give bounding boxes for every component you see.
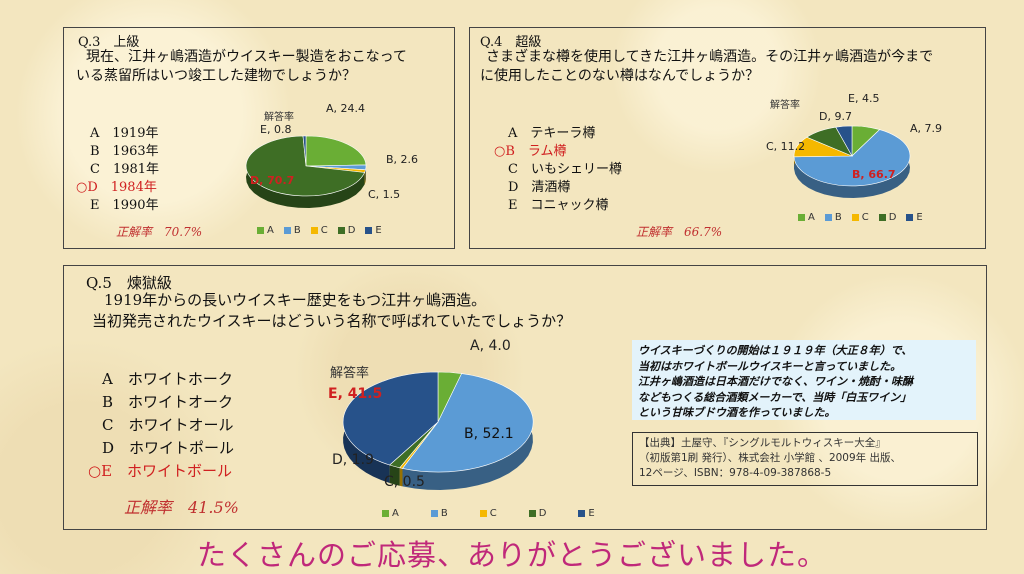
- q5-panel: Q.5 煉獄級 1919年からの長いウイスキー歴史をもつ江井ヶ嶋酒造。 当初発売…: [63, 265, 987, 530]
- q4-option-d: D 清酒樽: [508, 180, 571, 195]
- pie-slice-b: [793, 129, 911, 187]
- pie-slice-e: [835, 125, 853, 158]
- legend-item: B: [430, 508, 448, 519]
- q3-label-c: C, 1.5: [368, 188, 401, 201]
- q5-title: Q.5 煉獄級: [86, 274, 172, 292]
- pie-slice-b: [401, 373, 534, 473]
- q4-label-a: A, 7.9: [910, 122, 943, 135]
- info-note-line: などもつくる総合酒類メーカーで、当時「白玉ワイン」: [638, 390, 912, 404]
- q3-option-c: C 1981年: [90, 162, 160, 177]
- q5-option-d: D ホワイトポール: [102, 439, 235, 457]
- q3-chart-title: 解答率: [264, 112, 294, 123]
- q4-panel: Q.4 超級 さまざまな樽を使用してきた江井ヶ嶋酒造。その江井ヶ嶋酒造が今まで …: [469, 27, 986, 249]
- q4-question-line: さまざまな樽を使用してきた江井ヶ嶋酒造。その江井ヶ嶋酒造が今まで: [486, 49, 934, 65]
- pie-slice-side-c: [364, 169, 366, 185]
- thanks-footer: たくさんのご応募、ありがとうございました。: [196, 538, 827, 572]
- legend-item: A: [798, 212, 815, 223]
- info-note-line: 当初はホワイトボールウイスキーと言っていました。: [638, 359, 902, 373]
- q5-question-line: 当初発売されたウイスキーはどういう名称で呼ばれていたでしょうか？: [92, 312, 572, 330]
- q3-question-line: 現在、江井ヶ嶋酒造がウイスキー製造をおこなって: [86, 49, 407, 65]
- q3-option-d-correct: ○D 1984年: [76, 180, 157, 195]
- legend-item: D: [337, 225, 355, 236]
- q5-question-line: 1919年からの長いウイスキー歴史をもつ江井ヶ嶋酒造。: [104, 291, 487, 309]
- q3-legend: A B C D E: [257, 225, 382, 236]
- q4-question-line: に使用したことのない樽はなんでしょうか？: [480, 68, 760, 84]
- q3-option-a: A 1919年: [90, 126, 159, 141]
- q5-label-b: B, 52.1: [464, 426, 514, 442]
- info-note-line: という甘味ブドウ酒を作っていました。: [638, 406, 836, 419]
- q4-option-c: C いもシェリー樽: [508, 162, 622, 177]
- q4-label-e: E, 4.5: [848, 92, 880, 105]
- q3-correct-rate: 正解率 70.7%: [116, 225, 203, 239]
- info-note-line: ウイスキーづくりの開始は１９１９年（大正８年）で、: [638, 344, 913, 357]
- q4-option-b-correct: ○B ラム樽: [494, 144, 567, 159]
- q5-label-a: A, 4.0: [470, 338, 511, 354]
- q5-legend: A B C D E: [382, 508, 595, 519]
- q3-question: 現在、江井ヶ嶋酒造がウイスキー製造をおこなって いる蒸留所はいつ竣工した建物でし…: [76, 48, 407, 86]
- q3-label-b: B, 2.6: [386, 153, 419, 166]
- q5-option-a: A ホワイトホーク: [102, 370, 233, 388]
- legend-item: A: [382, 508, 399, 519]
- legend-item: E: [365, 225, 382, 236]
- pie-slice-d: [245, 135, 366, 197]
- pie-slice-a: [305, 135, 367, 167]
- legend-item: A: [257, 225, 274, 236]
- q5-chart-title: 解答率: [330, 366, 370, 381]
- q5-option-b: B ホワイトオーク: [102, 393, 234, 411]
- pie-slice-e: [342, 371, 439, 466]
- q5-pie-chart: [342, 371, 534, 490]
- q3-option-b: B 1963年: [90, 144, 159, 159]
- pie-slice-side-c: [399, 467, 403, 487]
- q4-label-c: C, 11.2: [766, 140, 806, 153]
- q5-option-c: C ホワイトオール: [102, 416, 234, 434]
- q4-label-b: B, 66.7: [852, 168, 896, 181]
- source-line: 【出典】土屋守、『シングルモルトウィスキー大全』: [639, 437, 886, 449]
- q4-option-e: E コニャック樽: [508, 198, 609, 213]
- q4-chart-title: 解答率: [770, 100, 800, 111]
- info-note-line: 江井ヶ嶋酒造は日本酒だけでなく、ワイン・焼酎・味醂: [638, 375, 913, 388]
- legend-item: B: [824, 212, 842, 223]
- legend-item: D: [878, 212, 896, 223]
- pie-slice-e: [302, 135, 307, 167]
- source-line: （初版第1刷 発行）、株式会社 小学館 、2009年 出版、: [639, 452, 902, 464]
- q4-legend: A B C D E: [798, 212, 923, 223]
- q3-pie-chart: [245, 135, 367, 208]
- q5-label-e: E, 41.5: [328, 386, 383, 402]
- source-box: 【出典】土屋守、『シングルモルトウィスキー大全』 （初版第1刷 発行）、株式会社…: [632, 432, 978, 486]
- q5-correct-rate: 正解率 41.5%: [124, 498, 239, 517]
- legend-item: B: [283, 225, 301, 236]
- legend-item: C: [310, 225, 328, 236]
- legend-item: E: [906, 212, 923, 223]
- pie-slice-side-d: [389, 465, 400, 486]
- q5-label-d: D, 1.9: [332, 452, 374, 468]
- q3-label-a: A, 24.4: [326, 102, 366, 115]
- q4-correct-rate: 正解率 66.7%: [636, 225, 723, 239]
- q4-label-d: D, 9.7: [819, 110, 852, 123]
- legend-item: C: [851, 212, 869, 223]
- q4-question: さまざまな樽を使用してきた江井ヶ嶋酒造。その江井ヶ嶋酒造が今まで に使用したこと…: [480, 48, 934, 86]
- q4-title: Q.4 超級: [480, 35, 542, 50]
- q3-label-e: E, 0.8: [260, 123, 292, 136]
- pie-slice-side-b: [402, 373, 533, 490]
- q3-title: Q.3 上級: [78, 35, 140, 50]
- legend-item: E: [578, 508, 595, 519]
- legend-item: D: [528, 508, 546, 519]
- q4-option-a: A テキーラ樽: [508, 126, 596, 141]
- q3-question-line: いる蒸留所はいつ竣工した建物でしょうか？: [76, 68, 356, 84]
- source-line: 12ページ、ISBN：978-4-09-387868-5: [639, 467, 832, 479]
- q5-option-e-correct: ○E ホワイトボール: [88, 462, 233, 480]
- q5-label-c: C, 0.5: [384, 474, 425, 490]
- q3-label-d: D, 70.7: [250, 174, 295, 187]
- q3-panel: Q.3 上級 現在、江井ヶ嶋酒造がウイスキー製造をおこなって いる蒸留所はいつ竣…: [63, 27, 455, 249]
- q3-option-e: E 1990年: [90, 198, 159, 213]
- info-note-box: ウイスキーづくりの開始は１９１９年（大正８年）で、 当初はホワイトボールウイスキ…: [632, 340, 976, 420]
- q5-question: 1919年からの長いウイスキー歴史をもつ江井ヶ嶋酒造。 当初発売されたウイスキー…: [92, 290, 571, 332]
- legend-item: C: [479, 508, 497, 519]
- q4-pie-chart: [793, 125, 911, 198]
